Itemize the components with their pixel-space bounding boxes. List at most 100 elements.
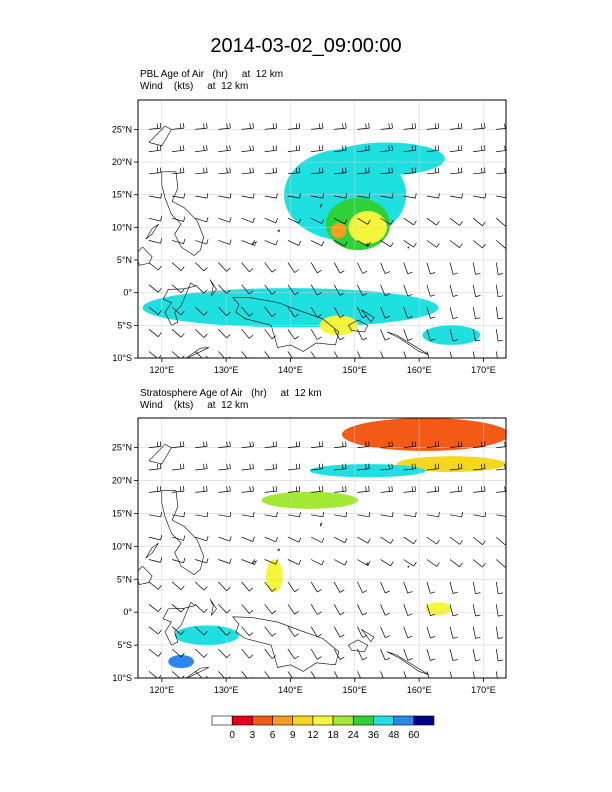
wind-barb [172,216,186,222]
y-tick-label: 20°N [112,157,132,167]
wind-barb [171,626,185,635]
wind-barb [195,648,208,658]
wind-barb [195,284,208,294]
wind-barb [287,486,301,493]
wind-barb [426,123,440,130]
wind-barb [264,511,278,518]
wind-barb [334,463,347,471]
wind-barb [426,648,436,661]
coastline [209,279,217,297]
wind-barb [403,463,416,471]
coastline [386,651,429,675]
wind-barb [357,284,368,297]
x-tick-label: 140°E [278,365,303,375]
x-tick-label: 150°E [342,685,367,695]
wind-barb [380,559,394,567]
wind-barb [403,284,413,297]
x-tick-label: 130°E [214,365,239,375]
wind-barb [195,558,209,564]
wind-barb [334,167,347,175]
colorbar-swatch [352,715,374,726]
wind-barb [218,648,231,659]
wind-barb [264,351,276,358]
wind-barb [403,240,417,248]
wind-barb [380,123,393,130]
wind-barb [403,486,416,493]
wind-barb [218,441,231,448]
wind-barb [148,604,162,612]
wind-barb [380,262,390,275]
wind-barb [403,306,413,319]
wind-barb [495,581,504,595]
wind-barb [171,284,185,294]
coastline [162,282,196,326]
wind-barb [218,239,232,245]
wind-barb [496,240,506,249]
wind-barb [310,240,325,247]
wind-barb [264,486,278,493]
wind-barb [287,145,301,152]
wind-barb [426,604,436,617]
wind-barb [287,329,299,340]
wind-barb [333,262,345,274]
x-tick-label: 170°E [471,685,496,695]
x-tick-label: 130°E [214,685,239,695]
wind-barb-layer [148,441,506,678]
wind-barb [241,217,255,223]
coastline [232,296,340,352]
colorbar-swatch [413,715,435,726]
wind-barb [426,306,436,319]
wind-barb [403,167,416,175]
coastline-layer [138,125,429,358]
wind-barb [496,123,506,130]
wind-barb [218,511,232,518]
wind-barb [380,284,390,297]
wind-barb [148,581,162,590]
coastline [361,629,375,643]
wind-barb [241,123,254,130]
wind-barb [449,604,458,617]
wind-barb [473,463,486,471]
x-tick-label: 160°E [407,685,432,695]
wind-barb [218,123,231,130]
wind-barb [218,284,231,294]
axis-ticks: 120°E 130°E 140°E 150°E 160°E 170°E 25°N 20°N 15… [112,124,496,375]
lat-lon-grid [138,100,506,359]
wind-barb [473,486,486,493]
wind-barb [171,648,185,658]
wind-barb [195,535,209,542]
wind-barb [403,441,416,448]
x-tick-label: 120°E [149,365,174,375]
coastline [348,639,369,652]
wind-barb [357,511,371,518]
wind-barb [148,535,163,541]
y-tick-label: 25°N [112,124,132,134]
wind-barb [311,486,324,493]
coastline [251,560,258,566]
y-tick-label: 20°N [112,476,132,486]
color-field-layer [168,418,506,669]
wind-barb [148,441,162,448]
wind-barb [195,217,209,223]
colorbar-swatch [292,715,314,726]
wind-barb [380,193,394,199]
y-tick-label: 5°S [117,640,132,650]
x-tick-label: 120°E [149,685,174,695]
wind-barb [333,581,345,593]
wind-barb [264,671,276,678]
wind-barb [496,145,506,152]
wind-barb [264,240,278,246]
wind-barb [403,193,417,199]
wind-barb [264,193,278,199]
wind-barb [287,351,293,358]
wind-barb [496,217,506,227]
wind-barb [357,306,368,319]
wind-barb [195,581,208,591]
wind-barb [357,463,370,471]
wind-barb [403,581,413,594]
wind-barb [171,306,185,316]
wind-barb [148,557,163,563]
y-tick-label: 10°S [112,673,132,683]
wind-barb [195,671,208,678]
wind-barb [380,536,394,544]
